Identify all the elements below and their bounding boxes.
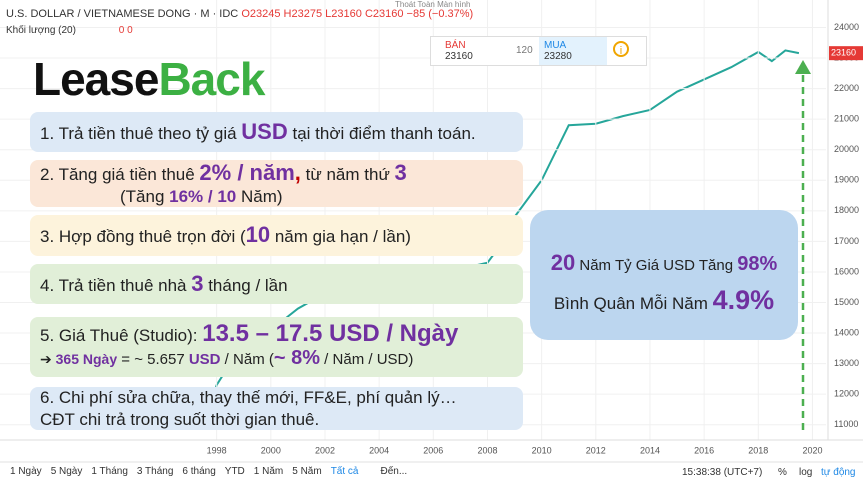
x-tick-label: 2008 bbox=[477, 445, 497, 455]
x-tick-label: 2016 bbox=[694, 445, 714, 455]
y-tick-label: 16000 bbox=[834, 266, 859, 276]
range-button[interactable]: 5 Ngày bbox=[50, 466, 83, 477]
range-button[interactable]: Tất cả bbox=[330, 466, 359, 477]
symbol: U.S. DOLLAR / VIETNAMESE DONG · M · IDC … bbox=[6, 8, 474, 20]
range-button[interactable]: YTD bbox=[224, 466, 245, 477]
x-tick-label: 2014 bbox=[640, 445, 660, 455]
y-tick-label: 21000 bbox=[834, 114, 859, 124]
y-tick-label: 19000 bbox=[834, 175, 859, 185]
log[interactable]: log bbox=[799, 467, 813, 478]
y-tick-label: 12000 bbox=[834, 389, 859, 399]
item: 3. Hợp đồng thuê trọn đời (10 năm gia hạ… bbox=[30, 215, 523, 256]
x-tick-label: 2018 bbox=[748, 445, 768, 455]
buy-label[interactable]: MUA bbox=[544, 40, 567, 51]
x-tick-label: 2002 bbox=[315, 445, 335, 455]
x-tick-label: 2012 bbox=[586, 445, 606, 455]
auto[interactable]: tự động bbox=[821, 467, 856, 478]
price-tag bbox=[829, 46, 863, 61]
percent[interactable]: % bbox=[778, 467, 787, 478]
buy-price[interactable]: 23280 bbox=[544, 51, 572, 62]
summary: 20 Năm Tỷ Giá USD Tăng 98% Bình Quân Mỗi … bbox=[530, 210, 798, 340]
spread: 120 bbox=[516, 45, 533, 56]
trade-widget: BÁN 23160 120 MUA 23280 i bbox=[430, 36, 647, 66]
fullscreen[interactable]: Thoát Toàn Màn hình bbox=[395, 0, 471, 9]
arrow-head bbox=[795, 60, 811, 74]
x-tick-label: 2006 bbox=[423, 445, 443, 455]
range-bar: 1 Ngày 5 Ngày 1 Tháng 3 Tháng 6 tháng YTD 1 Nă… bbox=[10, 466, 416, 477]
x-tick-label: 2004 bbox=[369, 445, 389, 455]
item: 1. Trả tiền thuê theo tỷ giá USD tại thờ… bbox=[30, 112, 523, 152]
range-button[interactable]: 3 Tháng bbox=[136, 466, 174, 477]
item: 4. Trả tiền thuê nhà 3 tháng / lần bbox=[30, 264, 523, 304]
logo: LeaseBack bbox=[33, 53, 265, 105]
y-tick-label: 22000 bbox=[834, 83, 859, 93]
range-button[interactable]: Đến... bbox=[380, 466, 408, 477]
y-tick-label: 13000 bbox=[834, 358, 859, 368]
sell-label[interactable]: BÁN bbox=[445, 40, 466, 51]
item: 6. Chi phí sửa chữa, thay thế mới, FF&E,… bbox=[30, 387, 523, 430]
volume: Khối lượng (20) 0 0 bbox=[6, 25, 133, 36]
y-tick-label: 14000 bbox=[834, 327, 859, 337]
y-tick-label: 11000 bbox=[834, 419, 858, 429]
item: 5. Giá Thuê (Studio): 13.5 – 17.5 USD / … bbox=[30, 317, 523, 377]
range-button[interactable]: 1 Ngày bbox=[10, 466, 42, 477]
y-tick-label: 20000 bbox=[834, 144, 859, 154]
y-tick-label: 18000 bbox=[834, 205, 859, 215]
range-button[interactable]: 6 tháng bbox=[182, 466, 216, 477]
range-button[interactable]: 1 Tháng bbox=[91, 466, 128, 477]
x-tick-label: 1998 bbox=[207, 445, 227, 455]
clock: 15:38:38 (UTC+7) bbox=[682, 467, 763, 478]
sell-price[interactable]: 23160 bbox=[445, 51, 473, 62]
y-tick-label: 24000 bbox=[834, 22, 859, 32]
x-tick-label: 2020 bbox=[802, 445, 822, 455]
price-tag-label: 23160 bbox=[831, 48, 856, 58]
x-tick-label: 2000 bbox=[261, 445, 281, 455]
y-tick-label: 17000 bbox=[834, 236, 859, 246]
range-button[interactable]: 5 Năm bbox=[292, 466, 322, 477]
range-button[interactable]: 1 Năm bbox=[253, 466, 284, 477]
item: 2. Tăng giá tiền thuê 2% / năm, từ năm t… bbox=[30, 160, 523, 207]
x-tick-label: 2010 bbox=[532, 445, 552, 455]
y-tick-label: 15000 bbox=[834, 297, 859, 307]
